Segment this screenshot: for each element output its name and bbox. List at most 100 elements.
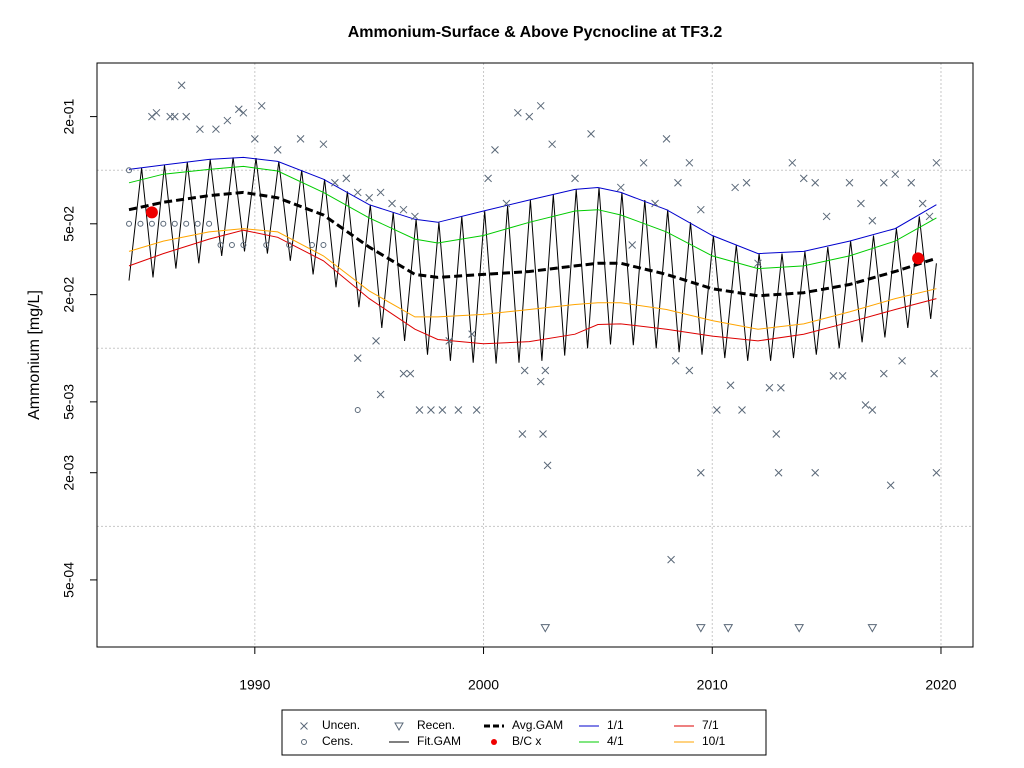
- data-point: [388, 199, 396, 208]
- data-point: [788, 158, 797, 167]
- data-point: [536, 377, 545, 386]
- data-point: [774, 468, 783, 477]
- data-point: [194, 220, 201, 227]
- data-point: [754, 259, 762, 268]
- y-tick-label: 5e-03: [61, 384, 77, 420]
- data-point: [406, 369, 415, 378]
- data-point: [879, 178, 888, 187]
- data-point: [685, 366, 694, 375]
- data-point: [177, 81, 186, 90]
- data-line: [128, 165, 937, 270]
- data-point: [152, 108, 161, 117]
- data-point: [468, 330, 476, 339]
- data-point: [671, 356, 680, 365]
- data-point: [891, 170, 900, 179]
- data-point: [696, 205, 705, 214]
- legend-label: Uncen.: [322, 718, 360, 732]
- data-point: [799, 174, 808, 183]
- data-point: [145, 206, 158, 219]
- data-point: [861, 401, 870, 409]
- data-point: [286, 242, 293, 249]
- data-point: [513, 108, 522, 117]
- data-point: [257, 101, 266, 110]
- data-point: [319, 140, 328, 149]
- data-point: [731, 183, 739, 192]
- data-point: [695, 624, 706, 633]
- data-point: [126, 167, 133, 174]
- legend-box: [281, 709, 767, 756]
- data-point: [674, 178, 682, 187]
- legend-swatch: [394, 722, 404, 732]
- data-point: [587, 130, 595, 138]
- data-point: [320, 242, 327, 249]
- data-point: [171, 220, 178, 227]
- data-point: [196, 125, 204, 134]
- data-point: [472, 406, 481, 414]
- data-point: [427, 406, 435, 414]
- data-point: [372, 337, 380, 345]
- data-point: [502, 199, 511, 208]
- data-point: [867, 624, 878, 633]
- data-point: [662, 134, 671, 143]
- data-point: [742, 178, 751, 187]
- data-point: [918, 199, 927, 208]
- data-point: [411, 212, 419, 221]
- data-point: [365, 193, 374, 202]
- data-point: [183, 220, 190, 227]
- data-point: [223, 116, 232, 125]
- y-tick-label: 5e-02: [61, 206, 77, 242]
- data-point: [886, 481, 895, 490]
- data-point: [520, 366, 529, 375]
- data-point: [484, 174, 492, 183]
- data-point: [539, 430, 547, 438]
- data-point: [616, 183, 625, 192]
- data-point: [772, 430, 781, 438]
- data-point: [491, 146, 499, 154]
- data-point: [811, 468, 820, 477]
- data-point: [525, 112, 534, 121]
- data-point: [907, 178, 916, 187]
- data-point: [217, 242, 224, 249]
- data-point: [845, 178, 854, 187]
- data-point: [331, 178, 339, 187]
- data-point: [170, 112, 179, 121]
- y-tick-label: 2e-03: [61, 455, 77, 491]
- data-point: [712, 406, 721, 414]
- data-point: [651, 199, 659, 208]
- data-point: [932, 468, 941, 477]
- data-point: [263, 242, 270, 249]
- data-point: [376, 188, 385, 197]
- data-line: [128, 156, 937, 255]
- data-point: [160, 220, 167, 227]
- legend-swatch: [300, 722, 308, 730]
- legend-swatch: [491, 739, 497, 745]
- data-point: [822, 212, 831, 221]
- data-point: [250, 134, 259, 143]
- data-point: [765, 383, 774, 392]
- plot-frame: [96, 62, 974, 648]
- data-point: [930, 369, 938, 378]
- data-point: [829, 371, 838, 380]
- data-point: [696, 468, 705, 477]
- x-tick-label: 2000: [468, 677, 499, 693]
- legend-label: Recen.: [417, 718, 455, 732]
- data-point: [445, 337, 454, 345]
- data-point: [399, 205, 408, 214]
- data-point: [777, 383, 785, 392]
- data-point: [898, 356, 906, 365]
- legend-swatch: [301, 739, 307, 745]
- x-tick-label: 2020: [925, 677, 956, 693]
- legend-label: Fit.GAM: [417, 734, 461, 748]
- data-point: [932, 158, 941, 167]
- x-tick-label: 2010: [697, 677, 728, 693]
- data-point: [838, 371, 847, 380]
- data-point: [794, 624, 805, 633]
- legend-label: B/C x: [512, 734, 541, 748]
- legend-label: Avg.GAM: [512, 718, 563, 732]
- data-point: [541, 366, 550, 375]
- data-point: [234, 105, 243, 114]
- data-point: [543, 461, 552, 470]
- data-point: [723, 624, 734, 633]
- data-point: [667, 555, 675, 564]
